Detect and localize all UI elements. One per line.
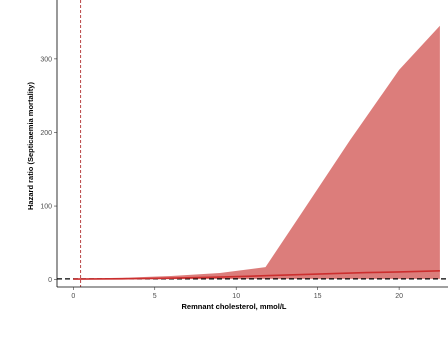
x-axis-title: Remnant cholesterol, mmol/L [181,302,286,311]
y-tick-label: 200 [40,130,52,137]
x-tick-label: 5 [153,293,157,300]
x-tick-label: 0 [71,293,75,300]
x-tick-label: 15 [314,293,322,300]
hazard-ratio-line [73,270,440,280]
axes: 0 100 200 300 0 5 10 15 20 [40,0,448,300]
y-axis-title: Hazard ratio (Septicaemia mortality) [26,82,35,210]
plot-area [57,0,448,287]
y-tick-label: 300 [40,56,52,63]
y-tick-label: 0 [48,277,52,284]
x-tick-label: 10 [232,293,240,300]
y-tick-label: 100 [40,203,52,210]
x-tick-label: 20 [395,293,403,300]
confidence-band [73,25,440,280]
